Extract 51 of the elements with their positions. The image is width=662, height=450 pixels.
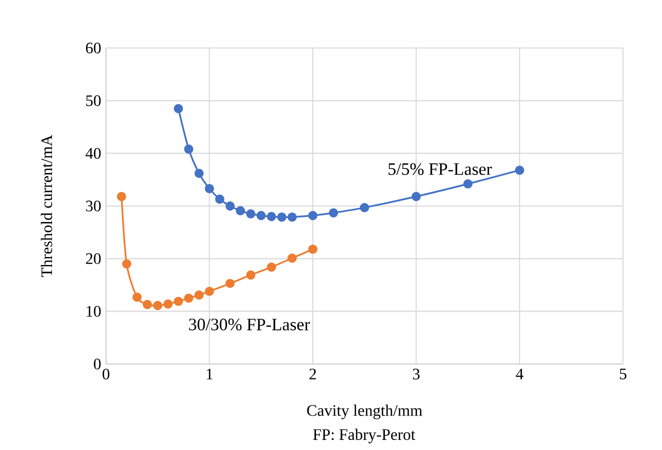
point: [236, 206, 246, 216]
point: [142, 300, 152, 310]
point: [288, 212, 297, 222]
point: [360, 202, 370, 212]
point: [246, 209, 256, 219]
x-tick-label: 2: [310, 368, 316, 380]
y-tick-label: 0: [94, 358, 101, 370]
point: [132, 292, 142, 302]
point: [514, 166, 524, 175]
point: [194, 290, 204, 300]
x-axis-title: Cavity length/mm: [307, 404, 422, 420]
point: [256, 210, 266, 220]
point: [163, 299, 173, 309]
point: [153, 300, 162, 310]
point: [215, 194, 224, 204]
x-tick-label: 4: [516, 368, 524, 380]
point: [277, 212, 286, 222]
point: [184, 294, 194, 303]
y-axis-title: Threshold current/mA: [40, 134, 52, 278]
point: [204, 286, 214, 296]
y-tick-label: 60: [86, 42, 101, 54]
x-tick-label: 0: [102, 368, 110, 380]
point: [225, 201, 235, 211]
point: [266, 212, 276, 222]
x-tick-label: 3: [412, 368, 420, 380]
point: [174, 296, 183, 306]
point: [266, 262, 276, 272]
y-tick-label: 20: [86, 253, 101, 264]
point: [246, 270, 256, 280]
point: [328, 208, 338, 218]
x-tick-label: 5: [620, 368, 626, 380]
point: [174, 104, 183, 114]
point: [225, 278, 235, 288]
point: [412, 192, 421, 202]
y-tick-label: 50: [86, 95, 101, 106]
point: [463, 179, 472, 188]
point: [122, 259, 132, 269]
point: [308, 244, 318, 254]
y-tick-label: 30: [86, 200, 101, 212]
point: [288, 254, 297, 263]
series-label: 5/5% FP-Laser: [388, 163, 492, 176]
point: [184, 144, 194, 154]
point: [116, 192, 126, 202]
point: [204, 184, 214, 194]
series-label: 30/30% FP-Laser: [189, 318, 310, 330]
point: [308, 210, 318, 220]
x-tick-label: 1: [206, 368, 212, 380]
text: FP: Fabry-Perot: [313, 428, 416, 444]
y-tick-label: 40: [86, 148, 101, 159]
point: [194, 168, 204, 178]
y-tick-label: 10: [86, 306, 101, 317]
